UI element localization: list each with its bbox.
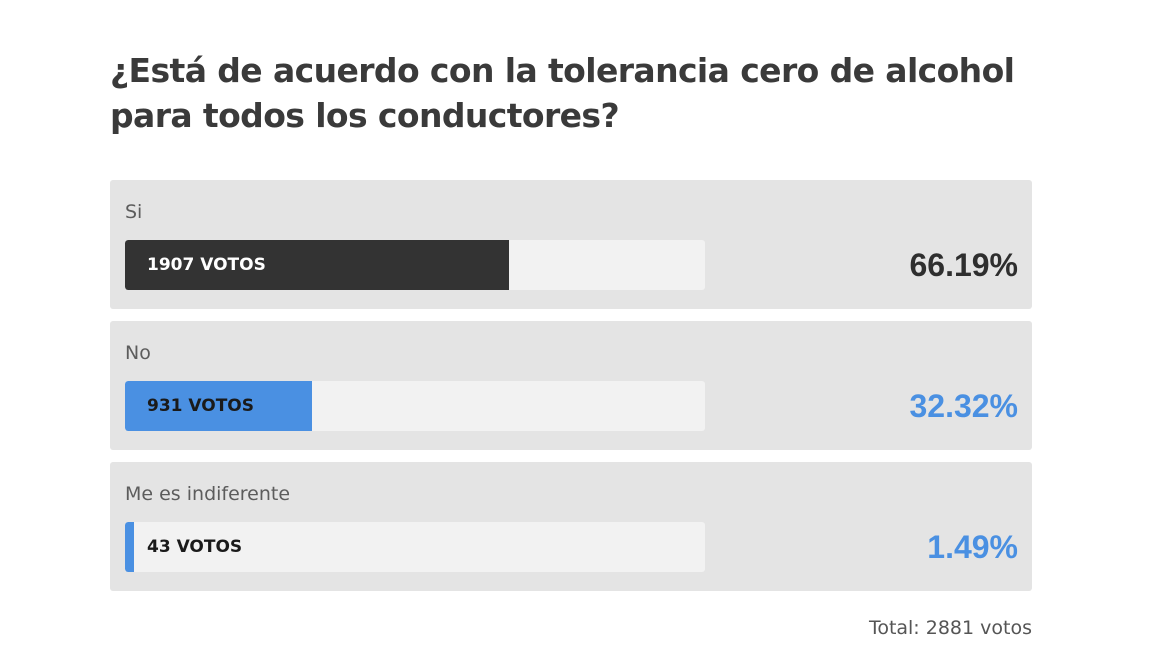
option-label: Me es indiferente	[125, 483, 291, 505]
vote-bar-track: 931 VOTOS	[125, 381, 705, 431]
vote-count: 1907 VOTOS	[147, 255, 266, 275]
vote-percentage: 66.19%	[909, 247, 1018, 283]
poll-option-si[interactable]: Si 1907 VOTOS 66.19%	[110, 180, 1032, 309]
poll-options: Si 1907 VOTOS 66.19% No 931 VOTOS 32.32%…	[110, 180, 1032, 603]
vote-count: 931 VOTOS	[147, 396, 255, 416]
vote-percentage: 32.32%	[909, 388, 1018, 424]
poll-option-no[interactable]: No 931 VOTOS 32.32%	[110, 321, 1032, 450]
vote-bar-fill	[125, 240, 509, 290]
poll-option-indiferente[interactable]: Me es indiferente 43 VOTOS 1.49%	[110, 462, 1032, 591]
vote-bar-track: 43 VOTOS	[125, 522, 705, 572]
vote-bar-fill	[125, 381, 313, 431]
option-label: No	[125, 342, 151, 364]
total-votes: Total: 2881 votos	[868, 617, 1032, 639]
vote-bar-fill	[125, 522, 134, 572]
option-label: Si	[125, 201, 143, 223]
poll-question: ¿Está de acuerdo con la tolerancia cero …	[110, 51, 1015, 135]
vote-bar-track: 1907 VOTOS	[125, 240, 705, 290]
vote-count: 43 VOTOS	[147, 537, 243, 557]
vote-percentage: 1.49%	[927, 529, 1018, 565]
